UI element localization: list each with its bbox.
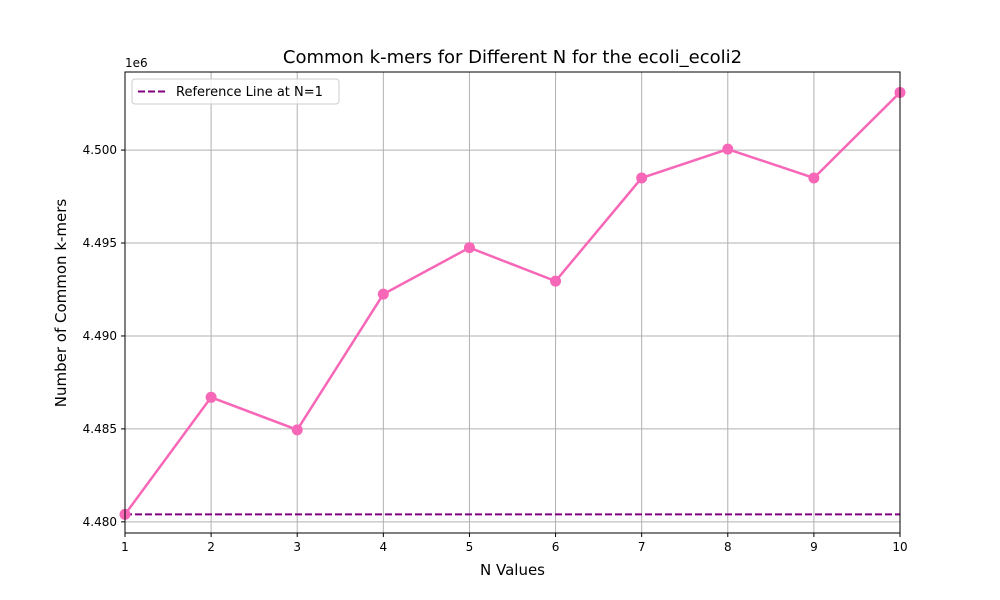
x-axis-label: N Values <box>480 561 545 579</box>
x-tick-label: 9 <box>810 540 818 554</box>
data-point <box>808 172 820 184</box>
data-point <box>291 424 303 436</box>
legend-reference-label: Reference Line at N=1 <box>176 85 323 100</box>
legend-box <box>131 78 340 105</box>
x-tick-label: 2 <box>207 540 215 554</box>
x-tick-label: 10 <box>892 540 907 554</box>
y-scale-label: 1e6 <box>125 56 148 70</box>
x-tick-label: 1 <box>121 540 129 554</box>
data-point <box>205 391 217 403</box>
grid <box>124 72 901 533</box>
y-tick-label: 4.495 <box>83 236 117 250</box>
x-tick-label: 6 <box>552 540 560 554</box>
y-tick-label: 4.485 <box>83 422 117 436</box>
legend: Reference Line at N=1 <box>131 78 340 105</box>
y-tick-label: 4.480 <box>83 515 117 529</box>
x-tick-label: 7 <box>638 540 646 554</box>
data-point <box>463 242 475 254</box>
plot-frame <box>124 71 901 534</box>
y-axis-label: Number of Common k-mers <box>52 199 70 408</box>
data-point <box>722 143 734 155</box>
y-tick-label: 4.490 <box>83 329 117 343</box>
x-tick-label: 4 <box>380 540 388 554</box>
x-tick-label: 5 <box>466 540 474 554</box>
x-tick-label: 8 <box>724 540 732 554</box>
series-group <box>119 86 906 520</box>
chart-title: Common k-mers for Different N for the ec… <box>283 47 742 68</box>
x-axis: 1 2 3 4 5 6 7 8 9 10 <box>121 533 908 554</box>
x-tick-label: 3 <box>293 540 301 554</box>
data-point <box>636 172 648 184</box>
data-point <box>377 288 389 300</box>
y-axis: 4.480 4.485 4.490 4.495 4.500 <box>83 143 125 529</box>
data-point <box>550 275 562 287</box>
series-line <box>123 91 901 516</box>
y-tick-label: 4.500 <box>83 143 117 157</box>
